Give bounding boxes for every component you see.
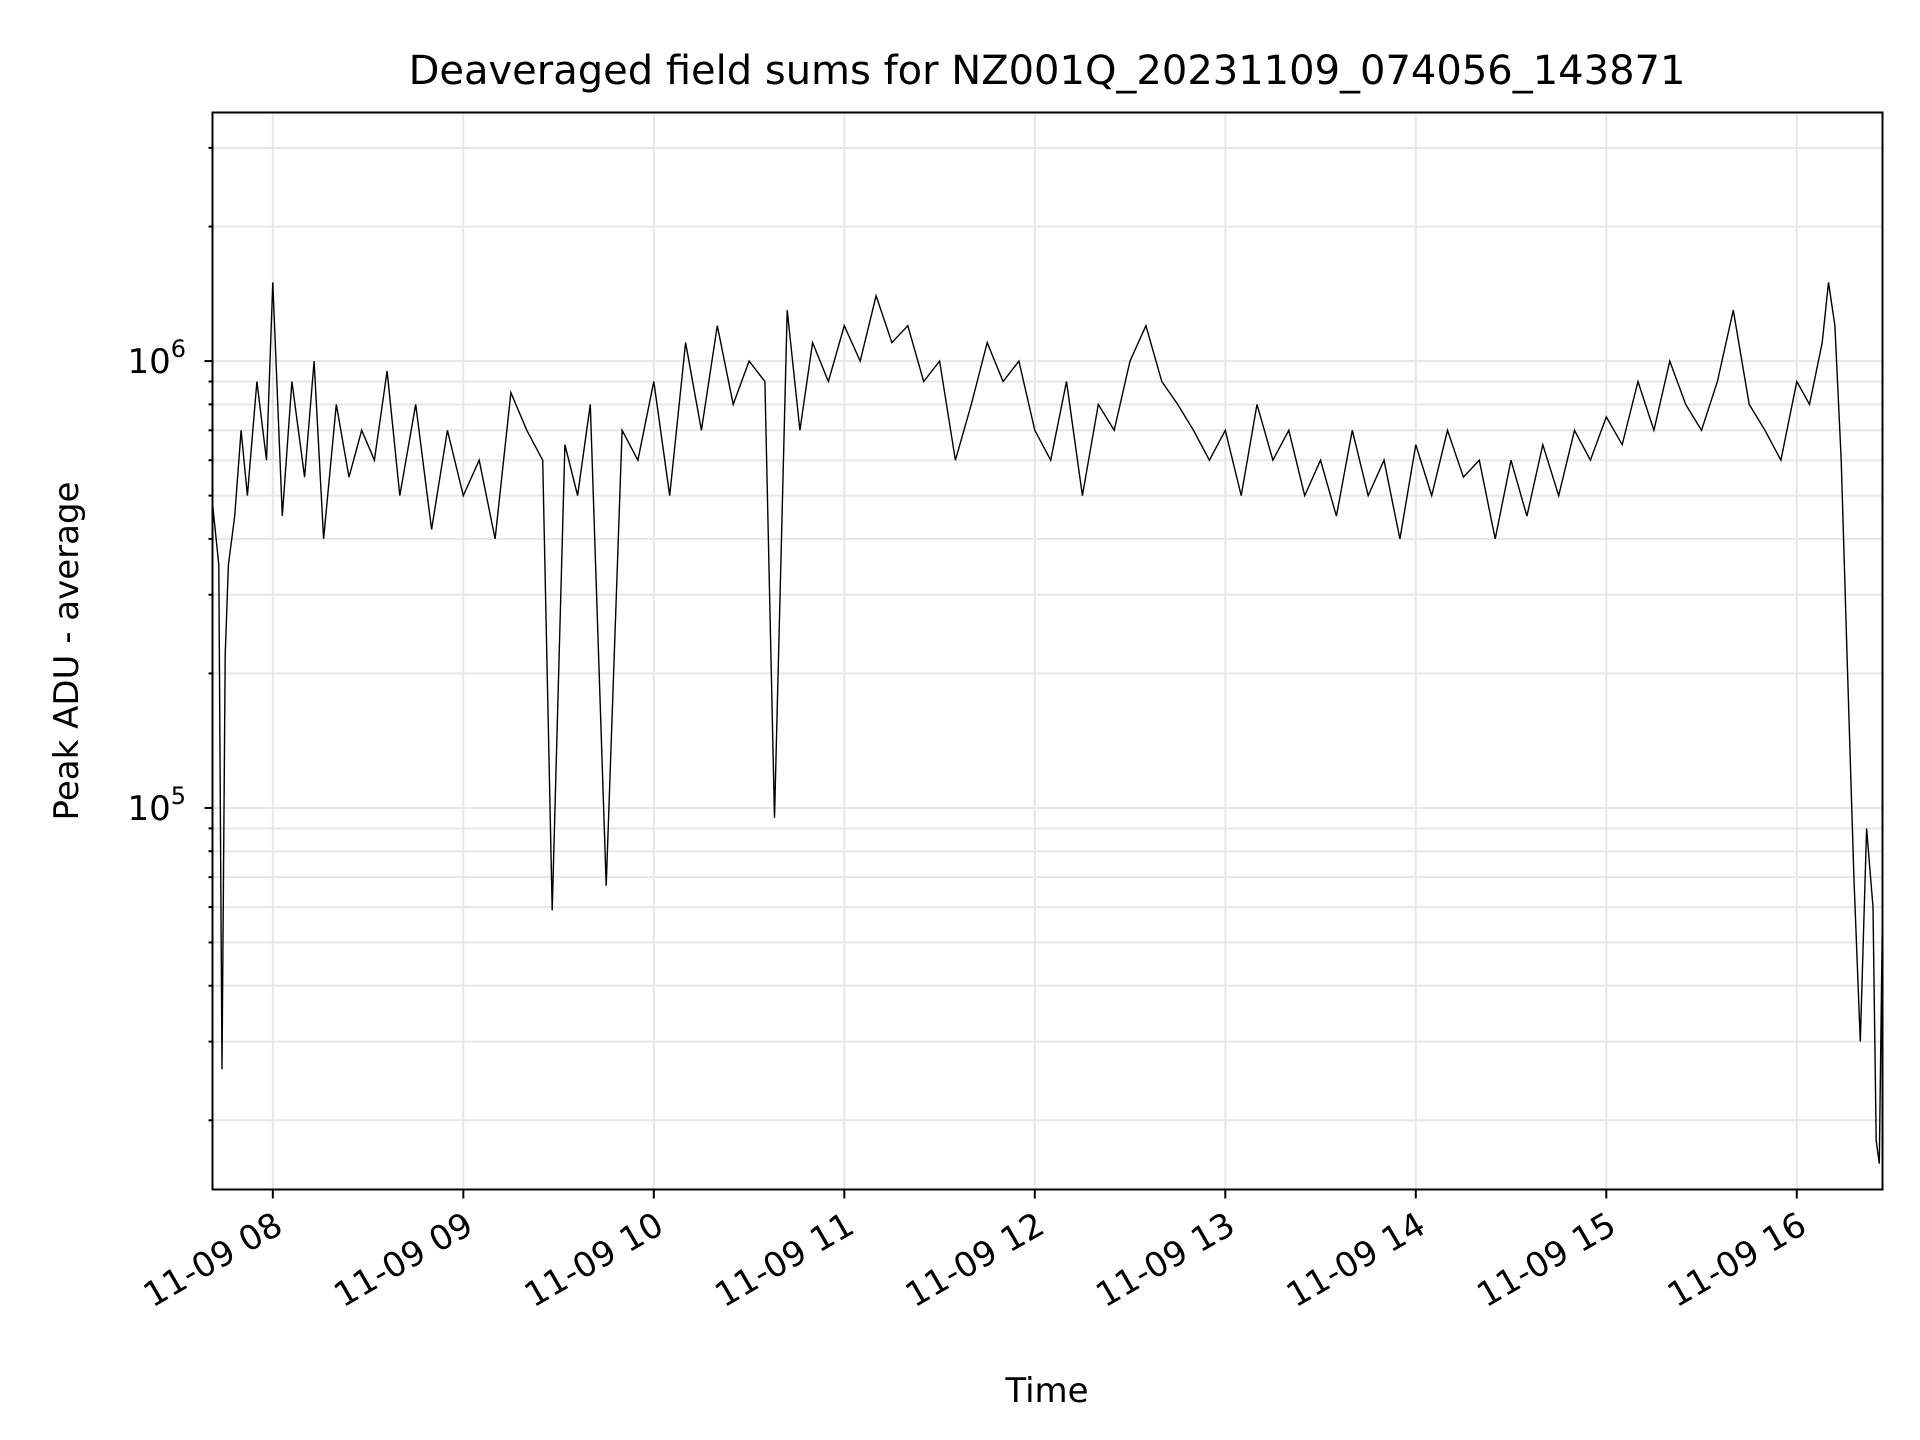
x-tick-label: 11-09 12 [899,1205,1051,1316]
x-tick-label: 11-09 15 [1470,1205,1622,1316]
x-tick-label: 11-09 10 [518,1205,670,1316]
x-tick-label: 11-09 13 [1089,1205,1241,1316]
x-tick-label: 11-09 14 [1280,1205,1432,1316]
series-line [211,282,1884,1164]
x-axis-label: Time [1004,1371,1088,1411]
plot-frame [211,111,1884,1191]
y-tick-label: 106 [127,335,186,382]
series-line-group [211,282,1884,1164]
x-tick-label: 11-09 09 [327,1205,479,1316]
grid [212,112,1883,1190]
y-tick-label: 105 [127,782,186,829]
x-tick-label: 11-09 08 [137,1205,289,1316]
y-axis-label: Peak ADU - average [47,482,87,821]
chart-title: Deaveraged field sums for NZ001Q_2023110… [409,48,1686,94]
x-axis: 11-09 08 11-09 09 11-09 10 11-09 11 11-09 12… [137,1189,1813,1316]
x-tick-label: 11-09 11 [708,1205,860,1316]
y-axis: 105 106 [127,146,213,1122]
x-tick-label: 11-09 16 [1661,1205,1813,1316]
